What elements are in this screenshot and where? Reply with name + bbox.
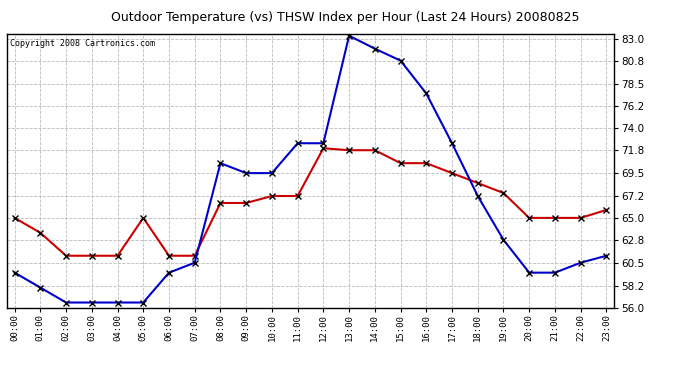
- Text: Copyright 2008 Cartronics.com: Copyright 2008 Cartronics.com: [10, 39, 155, 48]
- Text: Outdoor Temperature (vs) THSW Index per Hour (Last 24 Hours) 20080825: Outdoor Temperature (vs) THSW Index per …: [111, 11, 579, 24]
